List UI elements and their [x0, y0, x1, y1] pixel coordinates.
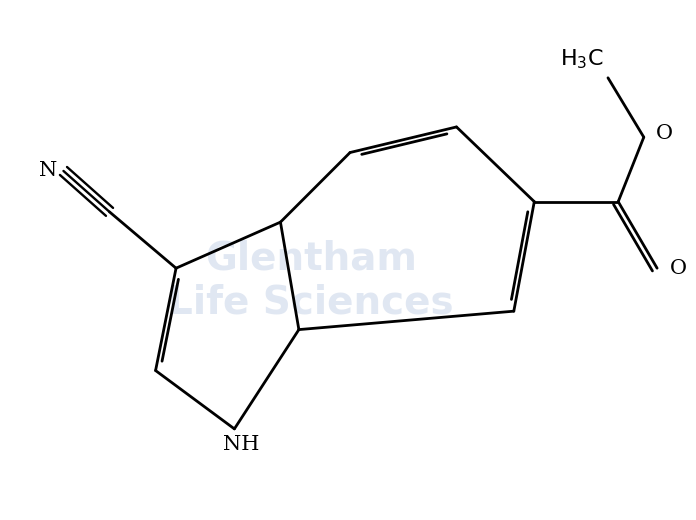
Text: O: O	[656, 124, 673, 142]
Text: Glentham
Life Sciences: Glentham Life Sciences	[168, 240, 454, 321]
Text: $\mathsf{H_3C}$: $\mathsf{H_3C}$	[560, 48, 604, 71]
Text: O: O	[670, 258, 686, 278]
Text: NH: NH	[223, 435, 259, 454]
Text: N: N	[39, 161, 57, 180]
